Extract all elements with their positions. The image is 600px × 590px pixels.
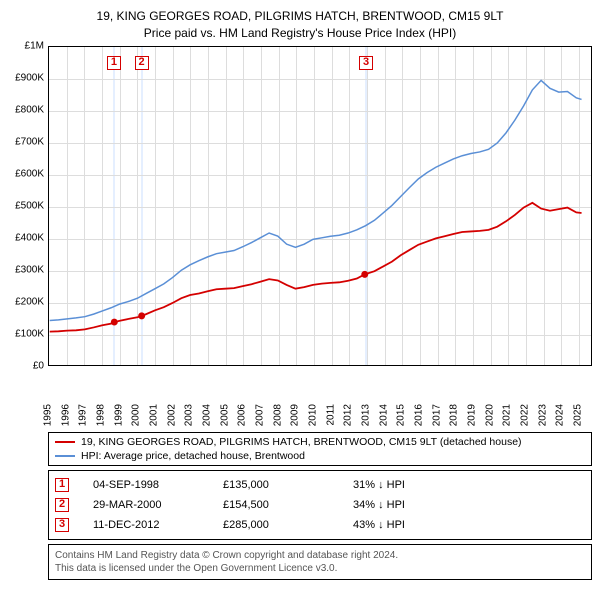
event-row: 1 04-SEP-1998£135,00031% ↓ HPI xyxy=(55,475,585,495)
series-property xyxy=(50,202,582,331)
event-date: 29-MAR-2000 xyxy=(93,499,223,511)
x-axis: 1995199619971998199920002001200220032004… xyxy=(48,368,592,426)
attribution-line2: This data is licensed under the Open Gov… xyxy=(55,562,585,575)
event-price: £285,000 xyxy=(223,519,353,531)
x-tick-label: 2018 xyxy=(449,404,460,426)
x-tick-label: 2024 xyxy=(555,404,566,426)
event-row: 2 29-MAR-2000£154,50034% ↓ HPI xyxy=(55,495,585,515)
y-tick-label: £400K xyxy=(15,232,44,243)
x-tick-label: 2002 xyxy=(166,404,177,426)
x-tick-label: 2005 xyxy=(219,404,230,426)
legend-label: 19, KING GEORGES ROAD, PILGRIMS HATCH, B… xyxy=(81,436,522,448)
x-tick-label: 1998 xyxy=(95,404,106,426)
y-tick-label: £100K xyxy=(15,328,44,339)
x-tick-label: 2021 xyxy=(502,404,513,426)
x-tick-label: 1996 xyxy=(60,404,71,426)
x-tick-label: 2023 xyxy=(537,404,548,426)
legend-swatch xyxy=(55,455,75,457)
title-line1: 19, KING GEORGES ROAD, PILGRIMS HATCH, B… xyxy=(8,8,592,25)
x-tick-label: 2001 xyxy=(148,404,159,426)
x-tick-label: 2009 xyxy=(290,404,301,426)
y-tick-label: £500K xyxy=(15,200,44,211)
chart: £0 £100K £200K £300K £400K £500K £600K £700K £80… xyxy=(8,46,592,426)
chart-title: 19, KING GEORGES ROAD, PILGRIMS HATCH, B… xyxy=(8,8,592,42)
y-tick-label: £600K xyxy=(15,168,44,179)
x-tick-label: 2000 xyxy=(131,404,142,426)
x-tick-label: 2012 xyxy=(343,404,354,426)
x-tick-label: 2025 xyxy=(572,404,583,426)
x-tick-label: 2017 xyxy=(431,404,442,426)
x-tick-label: 2003 xyxy=(184,404,195,426)
x-tick-label: 2006 xyxy=(237,404,248,426)
event-number: 2 xyxy=(55,498,69,512)
chart-lines xyxy=(49,47,591,365)
y-tick-label: £1M xyxy=(25,40,44,51)
event-marker-label: 3 xyxy=(359,56,373,70)
y-tick-label: £200K xyxy=(15,296,44,307)
event-delta: 34% ↓ HPI xyxy=(353,499,405,511)
x-tick-label: 2016 xyxy=(413,404,424,426)
y-tick-label: £0 xyxy=(33,360,44,371)
event-price: £135,000 xyxy=(223,479,353,491)
event-number: 3 xyxy=(55,518,69,532)
legend-row: 19, KING GEORGES ROAD, PILGRIMS HATCH, B… xyxy=(55,435,585,449)
event-date: 11-DEC-2012 xyxy=(93,519,223,531)
title-line2: Price paid vs. HM Land Registry's House … xyxy=(8,25,592,42)
legend-row: HPI: Average price, detached house, Bren… xyxy=(55,449,585,463)
x-tick-label: 2019 xyxy=(466,404,477,426)
x-tick-label: 2013 xyxy=(360,404,371,426)
y-tick-label: £900K xyxy=(15,72,44,83)
plot-area: 12 3 xyxy=(48,46,592,366)
y-tick-label: £800K xyxy=(15,104,44,115)
x-tick-label: 2022 xyxy=(519,404,530,426)
event-marker-dot xyxy=(138,312,145,319)
events-table: 1 04-SEP-1998£135,00031% ↓ HPI 2 29-MAR-200… xyxy=(48,470,592,540)
x-tick-label: 2010 xyxy=(307,404,318,426)
attribution-line1: Contains HM Land Registry data © Crown c… xyxy=(55,549,585,562)
x-tick-label: 1997 xyxy=(78,404,89,426)
x-tick-label: 2015 xyxy=(396,404,407,426)
attribution: Contains HM Land Registry data © Crown c… xyxy=(48,544,592,580)
event-delta: 43% ↓ HPI xyxy=(353,519,405,531)
event-row: 3 11-DEC-2012£285,00043% ↓ HPI xyxy=(55,515,585,535)
x-tick-label: 2008 xyxy=(272,404,283,426)
event-delta: 31% ↓ HPI xyxy=(353,479,405,491)
x-tick-label: 2004 xyxy=(201,404,212,426)
y-tick-label: £700K xyxy=(15,136,44,147)
legend: 19, KING GEORGES ROAD, PILGRIMS HATCH, B… xyxy=(48,432,592,466)
event-marker-label: 2 xyxy=(135,56,149,70)
y-tick-label: £300K xyxy=(15,264,44,275)
x-tick-label: 2020 xyxy=(484,404,495,426)
x-tick-label: 2007 xyxy=(254,404,265,426)
event-marker-dot xyxy=(111,318,118,325)
event-number: 1 xyxy=(55,478,69,492)
x-tick-label: 1995 xyxy=(43,404,54,426)
x-tick-label: 2011 xyxy=(325,404,336,426)
event-date: 04-SEP-1998 xyxy=(93,479,223,491)
x-tick-label: 1999 xyxy=(113,404,124,426)
event-price: £154,500 xyxy=(223,499,353,511)
legend-swatch xyxy=(55,441,75,443)
event-marker-label: 1 xyxy=(107,56,121,70)
y-axis: £0£100K£200K£300K£400K£500K£600K£700K£80… xyxy=(8,46,48,366)
event-marker-dot xyxy=(361,270,368,277)
x-tick-label: 2014 xyxy=(378,404,389,426)
legend-label: HPI: Average price, detached house, Bren… xyxy=(81,450,305,462)
